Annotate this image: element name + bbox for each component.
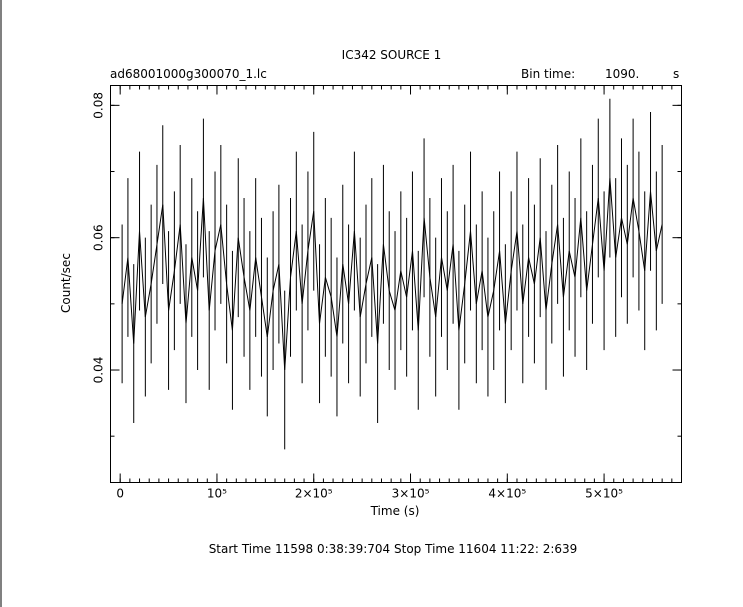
major-ticks — [110, 85, 682, 483]
y-tick-label: 0.06 — [92, 224, 106, 251]
x-axis-label: Time (s) — [370, 504, 420, 518]
x-tick-label: 5×10⁵ — [585, 487, 623, 501]
bin-time-value: 1090. — [605, 67, 640, 81]
file-label: ad68001000g300070_1.lc — [110, 67, 267, 81]
y-tick-label: 0.04 — [92, 357, 106, 384]
y-tick-label: 0.08 — [92, 92, 106, 119]
y-axis-label: Count/sec — [59, 253, 73, 313]
error-bars — [121, 98, 663, 450]
chart-title: IC342 SOURCE 1 — [341, 48, 442, 62]
x-tick-label: 2×10⁵ — [295, 487, 333, 501]
x-tick-label: 10⁵ — [207, 487, 227, 501]
bin-time-unit: s — [673, 67, 680, 81]
plot-frame — [110, 85, 682, 483]
time-range-footer: Start Time 11598 0:38:39:704 Stop Time 1… — [208, 542, 578, 556]
x-tick-label: 0 — [116, 487, 124, 501]
x-tick-labels: 0 10⁵ 2×10⁵ 3×10⁵ 4×10⁵ 5×10⁵ — [116, 487, 623, 501]
series-line — [121, 178, 663, 371]
bin-time-label: Bin time: — [521, 67, 576, 81]
x-tick-label: 4×10⁵ — [488, 487, 526, 501]
y-tick-labels: 0.04 0.06 0.08 — [92, 92, 106, 383]
x-tick-label: 3×10⁵ — [392, 487, 430, 501]
